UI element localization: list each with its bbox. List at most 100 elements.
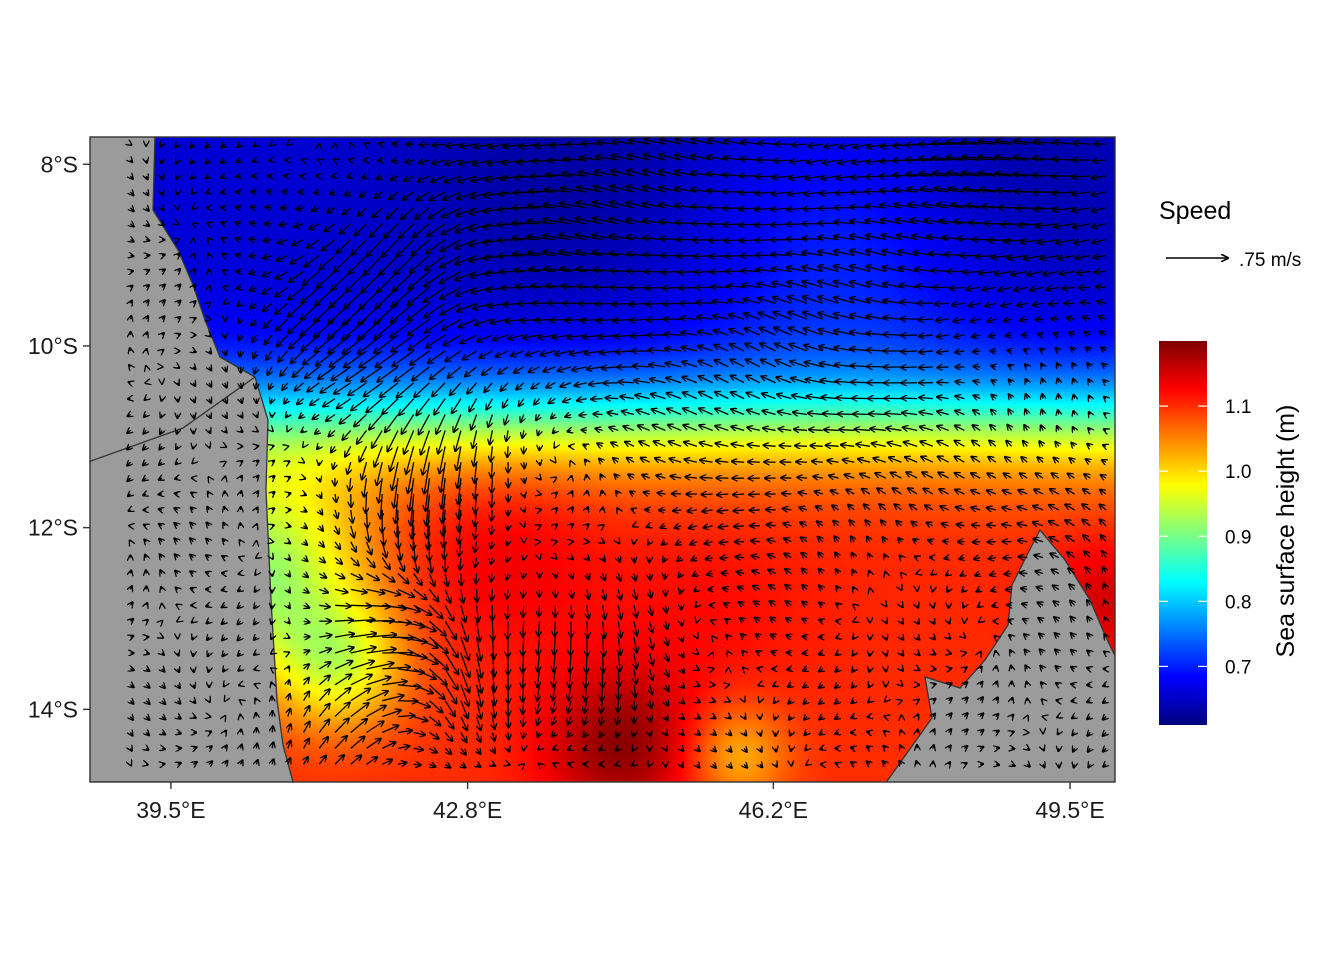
current-arrow (175, 478, 178, 479)
current-arrow (249, 287, 257, 291)
current-arrow (931, 270, 949, 271)
current-arrow (627, 155, 650, 161)
current-arrow (390, 318, 415, 337)
current-arrow (1048, 303, 1059, 304)
current-arrow (161, 160, 162, 163)
current-arrow (886, 605, 887, 606)
current-arrow (262, 286, 273, 294)
current-arrow (236, 160, 240, 162)
current-arrow (540, 525, 541, 526)
current-arrow (611, 171, 635, 177)
current-arrow (205, 144, 209, 148)
current-arrow (952, 303, 965, 305)
current-arrow (319, 255, 336, 270)
current-arrow (221, 238, 224, 240)
current-arrow (408, 270, 430, 289)
current-arrow (723, 208, 745, 209)
current-arrow (1060, 271, 1075, 274)
current-arrow (334, 255, 352, 273)
current-arrow (498, 240, 524, 241)
current-arrow (205, 160, 209, 163)
current-arrow (276, 318, 289, 331)
current-arrow (130, 224, 134, 227)
current-arrow (1056, 700, 1059, 701)
current-arrow (633, 732, 634, 736)
current-arrow (162, 637, 163, 638)
current-arrow (893, 189, 918, 191)
current-arrow (839, 144, 855, 147)
current-arrow (1019, 573, 1028, 574)
current-arrow (593, 186, 619, 193)
current-arrow (222, 254, 225, 256)
current-arrow (128, 382, 130, 383)
current-arrow (710, 271, 729, 272)
current-arrow (1054, 142, 1075, 144)
current-arrow (662, 287, 682, 288)
current-arrow (238, 574, 241, 575)
current-arrow (432, 144, 446, 145)
current-arrow (901, 685, 902, 686)
current-arrow (1072, 208, 1091, 211)
current-arrow (627, 170, 650, 177)
current-arrow (221, 160, 225, 163)
current-arrow (512, 223, 540, 224)
current-arrow (679, 287, 697, 288)
current-arrow (442, 318, 462, 330)
current-arrow (345, 192, 351, 196)
current-arrow (883, 284, 902, 288)
current-arrow (314, 318, 336, 338)
current-arrow (275, 286, 289, 297)
current-arrow (209, 446, 210, 448)
current-arrow (367, 239, 383, 257)
current-arrow (162, 284, 165, 287)
current-arrow (806, 160, 823, 163)
current-arrow (130, 300, 132, 303)
current-arrow (492, 493, 493, 507)
current-arrow (1093, 256, 1107, 258)
current-arrow (559, 251, 587, 257)
current-arrow (1091, 192, 1107, 195)
current-arrow (146, 570, 147, 574)
current-arrow (263, 256, 273, 259)
current-arrow (539, 605, 540, 617)
current-arrow (492, 589, 493, 600)
current-arrow (407, 286, 430, 305)
current-arrow (1014, 287, 1028, 290)
current-arrow (208, 253, 209, 255)
current-arrow (249, 256, 257, 257)
current-arrow (301, 286, 320, 303)
current-arrow (792, 144, 808, 145)
current-arrow (318, 159, 319, 160)
current-arrow (271, 621, 272, 624)
current-arrow (758, 685, 760, 686)
current-arrow (901, 573, 902, 574)
current-arrow (1055, 240, 1075, 244)
current-arrow (1017, 303, 1028, 305)
current-arrow (342, 207, 352, 215)
current-arrow (786, 239, 808, 240)
current-arrow (130, 540, 131, 542)
current-arrow (571, 605, 572, 618)
current-arrow (192, 192, 194, 194)
current-arrow (250, 207, 257, 208)
current-arrow (208, 477, 209, 478)
current-arrow (779, 445, 792, 446)
current-arrow (555, 621, 556, 636)
current-arrow (1040, 256, 1059, 259)
current-arrow (275, 270, 289, 279)
current-arrow (235, 222, 240, 223)
current-arrow (1043, 271, 1059, 274)
current-arrow (773, 297, 792, 304)
current-arrow (1092, 224, 1107, 228)
current-arrow (992, 605, 996, 606)
current-arrow (508, 526, 509, 530)
current-arrow (791, 748, 792, 751)
current-arrow (303, 446, 304, 447)
current-arrow (559, 235, 587, 241)
current-arrow (949, 621, 950, 624)
current-arrow (996, 764, 1000, 765)
current-arrow (271, 653, 272, 654)
current-arrow (1043, 748, 1044, 750)
current-arrow (998, 287, 1012, 290)
current-arrow (950, 287, 965, 288)
